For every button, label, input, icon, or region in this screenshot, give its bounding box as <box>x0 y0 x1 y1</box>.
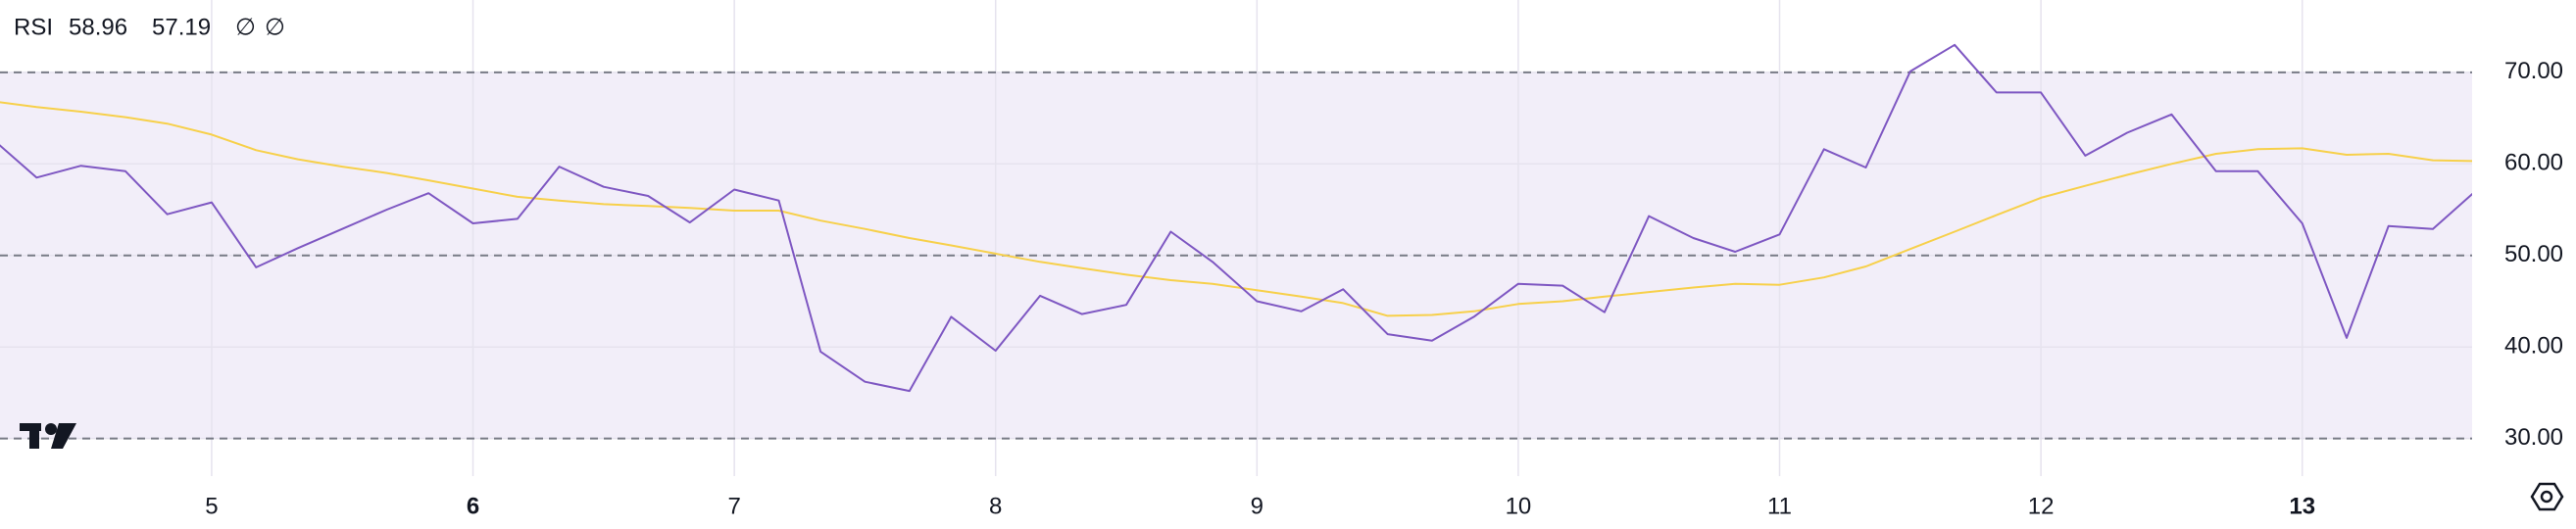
settings-icon[interactable] <box>2530 482 2564 511</box>
x-tick-label: 11 <box>1767 493 1792 519</box>
series-line <box>0 101 2472 317</box>
x-tick-label: 5 <box>205 493 218 519</box>
logo[interactable] <box>20 423 76 449</box>
series-line <box>0 43 2472 393</box>
x-tick-label: 12 <box>2028 493 2055 519</box>
x-tick-label: 9 <box>1251 493 1263 519</box>
y-tick-label: 40.00 <box>2504 333 2563 360</box>
ma-value: 57.19 <box>152 14 211 40</box>
y-tick-label: 30.00 <box>2504 424 2563 451</box>
hidden-value: ∅ <box>265 14 285 40</box>
x-tick-label: 10 <box>1506 493 1532 519</box>
x-tick-label: 13 <box>2289 493 2315 519</box>
rsi-value: 58.96 <box>69 14 127 40</box>
x-tick-label: 6 <box>467 493 479 519</box>
y-tick-label: 50.00 <box>2504 241 2563 267</box>
y-tick-label: 60.00 <box>2504 150 2563 176</box>
hidden-value: ∅ <box>235 14 256 40</box>
plot-area <box>0 0 2472 476</box>
y-tick-label: 70.00 <box>2504 58 2563 84</box>
x-tick-label: 8 <box>989 493 1002 519</box>
indicator-title: RSI <box>14 14 53 40</box>
x-tick-label: 7 <box>727 493 740 519</box>
